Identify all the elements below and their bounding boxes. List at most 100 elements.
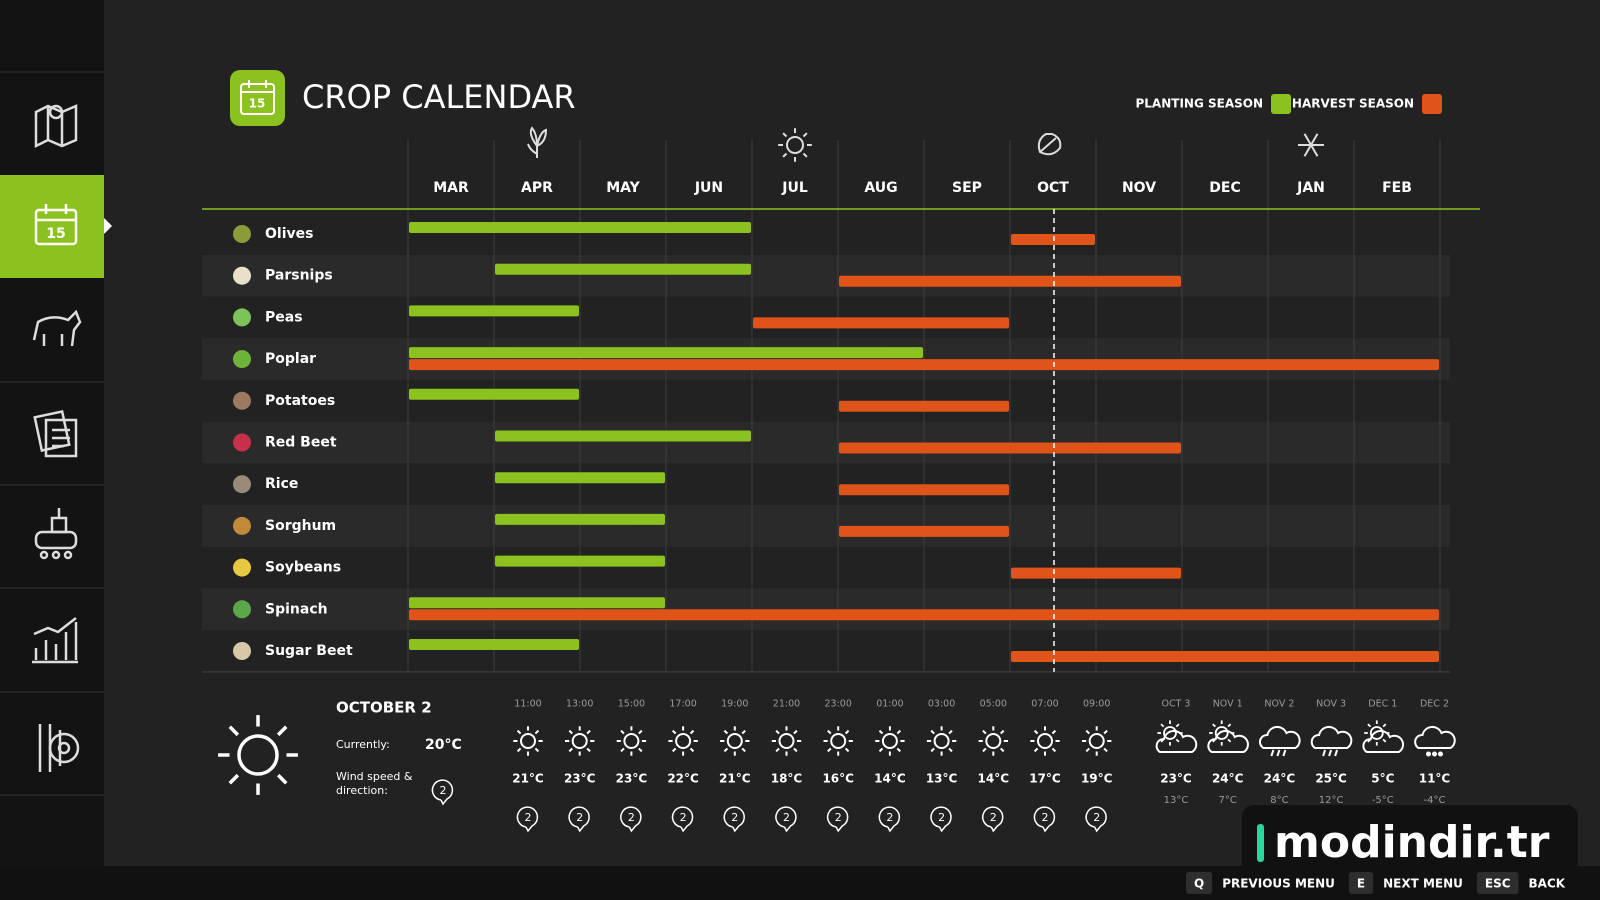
cloud <box>1155 729 1198 753</box>
weather-icon <box>1155 729 1198 753</box>
sun-ray <box>228 725 240 737</box>
animals-icon[interactable] <box>32 309 82 347</box>
cloud <box>1310 725 1353 749</box>
sun-ray <box>982 747 987 753</box>
day-date: NOV 1 <box>1213 699 1243 710</box>
planting-bar <box>495 263 751 275</box>
wind-value: 2 <box>990 811 997 824</box>
row-band <box>202 505 1450 547</box>
statistics-icon[interactable] <box>32 617 78 664</box>
sun-core <box>571 733 588 749</box>
crop-icon <box>233 600 251 619</box>
month-label: JAN <box>1296 180 1325 196</box>
sun-core <box>933 733 950 749</box>
planting-bar <box>495 472 665 484</box>
sun-core <box>237 734 279 776</box>
key-label: E <box>1357 877 1365 891</box>
sidebar-icons <box>32 104 82 772</box>
sidebar <box>0 0 104 866</box>
rain-drop <box>1322 749 1327 757</box>
sun-core <box>1088 733 1105 749</box>
autumn-icon <box>1037 133 1062 156</box>
sun-icon <box>513 726 543 756</box>
map-icon[interactable] <box>34 104 78 149</box>
month-label: DEC <box>1209 180 1240 196</box>
sun-core <box>726 733 743 749</box>
crop-name: Soybeans <box>265 560 341 576</box>
sun-ray <box>723 747 729 753</box>
snow-arm <box>1303 133 1319 157</box>
wind-value: 2 <box>576 811 583 824</box>
wind-icon <box>431 779 454 806</box>
key-action[interactable]: BACK <box>1529 877 1566 891</box>
harvest-bar <box>1011 651 1439 662</box>
hour-time: 17:00 <box>669 699 696 710</box>
sun-icon <box>1082 726 1112 756</box>
sun-ray <box>982 729 987 735</box>
day-low: 12°C <box>1319 795 1344 806</box>
hour-time: 15:00 <box>618 699 645 710</box>
sun-ray <box>276 773 288 785</box>
sun-ray <box>1175 723 1180 728</box>
wind-icon <box>516 806 539 833</box>
sun-icon <box>778 128 812 162</box>
content: MAR APR MAY JUN JUL AUG SEP OCT NOV DEC JAN FEB Oliv… <box>202 126 1566 894</box>
sidebar-active-tab[interactable] <box>0 175 104 278</box>
sun-icon <box>875 726 905 756</box>
wind-value: 2 <box>1093 811 1100 824</box>
weather-icon <box>1207 729 1249 753</box>
row-band <box>202 421 1450 464</box>
month-label: MAY <box>606 180 640 196</box>
sun-ray <box>782 132 788 138</box>
hour-temp: 22°C <box>667 772 699 786</box>
key-box <box>1348 872 1374 894</box>
sun-ray <box>1051 747 1057 753</box>
sun-ray <box>1367 723 1372 728</box>
day-date: DEC 1 <box>1368 699 1397 710</box>
sun-ray <box>671 729 677 735</box>
sun-core <box>830 733 847 749</box>
hour-time: 03:00 <box>928 699 955 710</box>
hour-temp: 14°C <box>874 772 906 786</box>
sun-ray <box>844 747 850 753</box>
harvest-bar <box>753 317 1009 329</box>
sun-ray <box>827 729 832 735</box>
settings-icon[interactable] <box>38 724 80 772</box>
wind-value: 2 <box>1042 811 1049 824</box>
hour-time: 23:00 <box>825 699 852 710</box>
page-title: CROP CALENDAR <box>302 78 576 116</box>
crop-name: Spinach <box>265 601 328 617</box>
sun-icon <box>565 726 595 756</box>
wind-icon <box>1033 806 1056 833</box>
planting-bar <box>409 222 751 233</box>
sun-icon <box>823 726 853 756</box>
hour-time: 19:00 <box>721 699 748 710</box>
key-action[interactable]: PREVIOUS MENU <box>1222 877 1335 891</box>
day-date: NOV 3 <box>1316 699 1346 710</box>
crop-name: Parsnips <box>265 268 333 284</box>
sun-icon <box>668 726 698 756</box>
sun-ray <box>620 747 625 753</box>
crop-name: Sorghum <box>265 518 336 534</box>
wind-icon <box>671 806 694 833</box>
production-icon[interactable] <box>34 508 78 560</box>
hour-time: 07:00 <box>1031 699 1058 710</box>
hour-temp: 13°C <box>926 772 958 786</box>
sun-ray <box>1382 738 1387 743</box>
key-action[interactable]: NEXT MENU <box>1383 877 1463 891</box>
key-label: ESC <box>1485 877 1511 891</box>
row-band <box>202 254 1450 297</box>
sun-ray <box>1160 738 1165 743</box>
winter-icon <box>1298 133 1324 157</box>
day-low: 8°C <box>1270 795 1288 806</box>
crop-icon <box>233 642 251 660</box>
planting-bar <box>495 513 665 525</box>
sun-ray <box>228 773 240 785</box>
crop-icon <box>233 516 251 535</box>
rain-drop <box>1270 749 1275 757</box>
day-date: NOV 2 <box>1264 699 1294 710</box>
snow-flake <box>1426 751 1431 757</box>
contracts-icon[interactable] <box>33 409 78 458</box>
crop-icon <box>233 308 251 327</box>
